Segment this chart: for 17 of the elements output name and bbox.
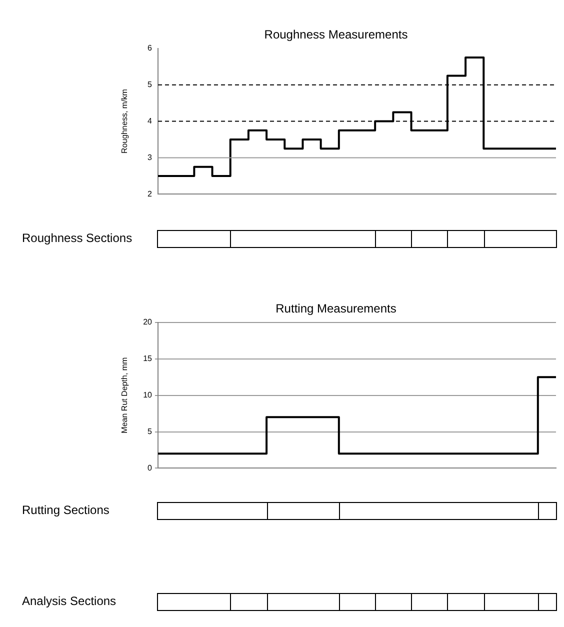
y-tick-label: 5 bbox=[148, 80, 153, 90]
text: Analysis Sections bbox=[22, 594, 116, 608]
text: Rutting Sections bbox=[22, 503, 110, 517]
y-tick-label: 10 bbox=[143, 390, 153, 400]
y-tick-label: 6 bbox=[148, 44, 153, 53]
y-tick-label: 5 bbox=[148, 426, 153, 436]
chart-title: Roughness Measurements bbox=[264, 28, 408, 42]
y-tick-label: 3 bbox=[148, 152, 153, 162]
text: Roughness Sections bbox=[22, 231, 132, 245]
y-tick-label: 20 bbox=[143, 318, 153, 327]
y-axis-title: Roughness, m/km bbox=[120, 88, 130, 154]
y-tick-label: 4 bbox=[148, 116, 153, 126]
y-axis-title: Mean Rut Depth, mm bbox=[120, 356, 130, 434]
chart-title: Rutting Measurements bbox=[276, 302, 396, 316]
y-tick-label: 15 bbox=[143, 354, 153, 364]
y-tick-label: 0 bbox=[148, 463, 153, 472]
y-tick-label: 2 bbox=[148, 189, 153, 198]
